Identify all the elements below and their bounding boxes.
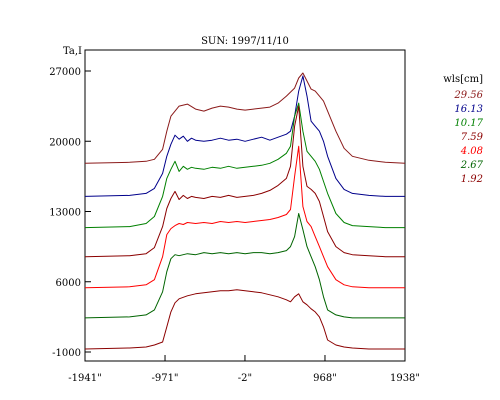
x-tick-label: 968" (313, 373, 337, 384)
series-line-2.67 (84, 213, 405, 319)
plot-frame (84, 49, 406, 362)
series-line-7.59 (84, 105, 405, 258)
y-axis-ticks: -1000 6000 13000 20000 27000 (49, 67, 91, 359)
legend-item: 10.17 (454, 118, 483, 129)
series-line-16.13 (84, 75, 405, 197)
chart-title: SUN: 1997/11/10 (201, 36, 289, 47)
series-line-29.56 (84, 72, 406, 164)
y-tick-label: -1000 (52, 348, 81, 359)
legend-item: 29.56 (453, 90, 483, 101)
series-line-4.08 (84, 145, 405, 289)
legend-title: wls[cm] (443, 74, 483, 85)
legend: 29.56 16.13 10.17 7.59 4.08 2.67 1.92 (453, 90, 483, 185)
x-tick-label: -971" (151, 373, 178, 384)
series-lines (84, 72, 406, 350)
legend-item: 16.13 (454, 104, 483, 115)
legend-item: 4.08 (460, 146, 483, 157)
x-tick-label: -2" (238, 373, 252, 384)
x-axis-ticks: -1941" -971" -2" 968" 1938" (68, 355, 420, 384)
series-line-10.17 (84, 102, 405, 229)
legend-item: 7.59 (461, 132, 484, 143)
y-tick-label: 13000 (49, 208, 81, 219)
series-line-1.92 (84, 289, 405, 350)
x-tick-label: 1938" (390, 373, 420, 384)
y-tick-label: 6000 (56, 278, 81, 289)
y-tick-label: 27000 (49, 67, 81, 78)
x-tick-label: -1941" (68, 373, 101, 384)
y-tick-label: 20000 (49, 137, 81, 148)
y-axis-label: Ta,I (63, 46, 82, 57)
legend-item: 1.92 (461, 174, 483, 185)
legend-item: 2.67 (460, 160, 484, 171)
